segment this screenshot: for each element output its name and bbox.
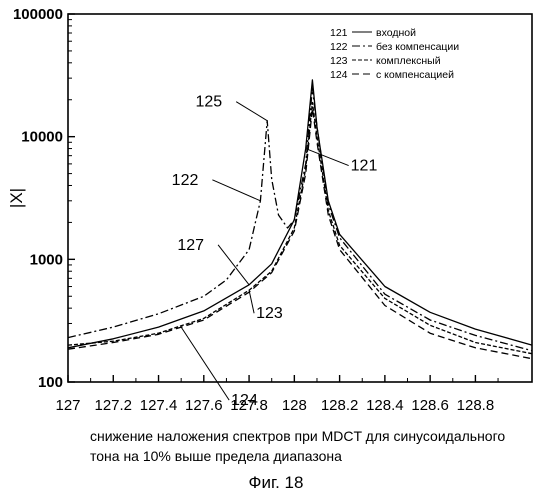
legend-number: 121: [330, 27, 348, 39]
annotation-leader: [236, 102, 267, 121]
legend-label: входной: [376, 27, 416, 39]
y-tick-label: 10000: [21, 129, 63, 146]
x-tick-label: 127: [55, 397, 80, 414]
caption-line-1: снижение наложения спектров при MDCT для…: [90, 428, 505, 444]
annotation-label-124: 124: [231, 392, 258, 409]
annotation-leader: [249, 290, 254, 313]
annotation-leader: [218, 245, 249, 285]
legend-label: без компенсации: [376, 41, 459, 53]
annotation-leader: [306, 149, 349, 166]
series-line-121: [68, 80, 532, 348]
x-tick-label: 128.8: [457, 397, 495, 414]
figure-label: Фиг. 18: [0, 473, 552, 493]
x-tick-label: 127.6: [185, 397, 223, 414]
x-tick-label: 128.2: [321, 397, 359, 414]
annotations: 125 122 121 127 123 124: [172, 94, 378, 409]
y-tick-label: 1000: [30, 251, 63, 268]
y-tick-label: 100: [38, 374, 63, 391]
series-group: [68, 80, 532, 359]
y-axis-label: |X|: [7, 188, 26, 208]
x-tick-label: 128: [282, 397, 307, 414]
annotation-label-123: 123: [256, 305, 283, 322]
caption-line-2: тона на 10% выше предела диапазона: [90, 448, 342, 464]
legend-number: 122: [330, 41, 348, 53]
series-line-122: [68, 88, 532, 351]
x-tick-label: 128.4: [366, 397, 404, 414]
legend-label: с компенсацией: [376, 69, 454, 81]
annotation-leader: [212, 180, 260, 201]
legend-label: комплексный: [376, 55, 441, 67]
legend-number: 123: [330, 55, 348, 67]
legend: 121 входной 122 без компенсации 123 комплексн…: [330, 27, 459, 81]
series-line-123: [68, 103, 532, 354]
x-tick-label: 127.2: [94, 397, 132, 414]
x-tick-label: 127.4: [140, 397, 178, 414]
annotation-label-125: 125: [195, 94, 222, 111]
annotation-leader: [181, 327, 229, 400]
x-tick-label: 128.6: [411, 397, 449, 414]
annotation-label-122: 122: [172, 172, 199, 189]
annotation-label-121: 121: [351, 158, 378, 175]
legend-number: 124: [330, 69, 348, 81]
annotation-label-127: 127: [177, 237, 204, 254]
series-line-124: [68, 108, 532, 358]
y-tick-label: 100000: [13, 6, 63, 23]
x-axis: 127127.2127.4127.6127.8128128.2128.4128.…: [55, 375, 498, 414]
